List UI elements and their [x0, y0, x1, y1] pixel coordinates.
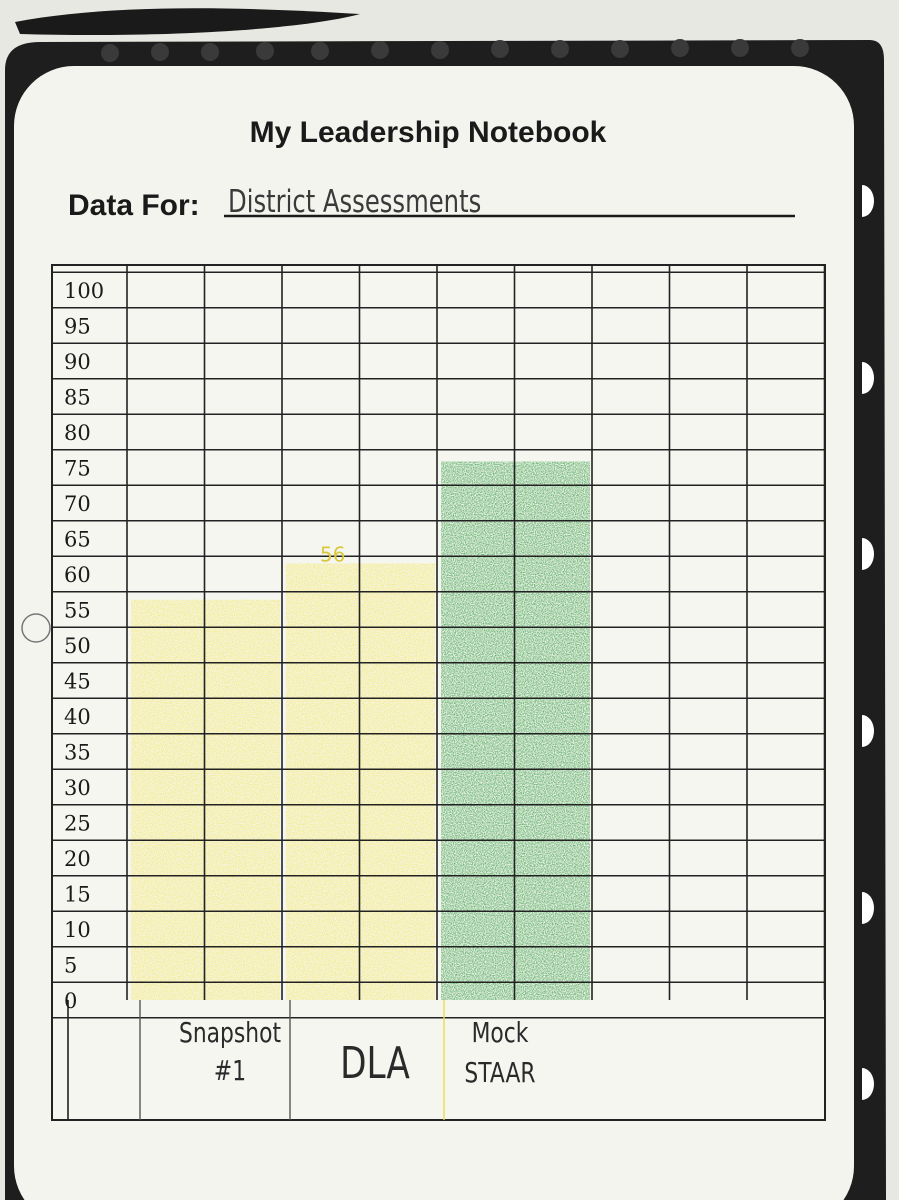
y-tick-label: 85: [64, 386, 91, 410]
bars-layer: [131, 461, 590, 1001]
page-title: My Leadership Notebook: [250, 116, 607, 149]
y-tick-label: 100: [64, 279, 104, 303]
x-tick-label: Snapshot #1: [179, 1016, 281, 1086]
y-tick-label: 80: [64, 421, 91, 445]
y-tick-label: 35: [64, 741, 91, 765]
y-tick-label: 25: [64, 812, 91, 836]
data-for-label: Data For:: [68, 189, 200, 222]
y-tick-label: 55: [64, 599, 91, 623]
x-tick-label: DLA: [340, 1038, 410, 1089]
bar-mock-staar: [441, 461, 590, 1001]
punch-hole: [21, 613, 51, 643]
y-tick-label: 90: [64, 350, 91, 374]
annotations: 56: [320, 542, 345, 566]
y-tick-label: 30: [64, 776, 91, 800]
y-tick-label: 5: [64, 954, 77, 978]
y-tick-labels: 1009590858075706560555045403530252015105…: [64, 279, 104, 1013]
grid-lines: [52, 265, 826, 1120]
y-tick-label: 40: [64, 705, 91, 729]
bar-annotation: 56: [320, 542, 345, 566]
y-tick-label: 70: [64, 492, 91, 516]
data-for-value: District Assessments: [228, 183, 481, 220]
y-tick-label: 60: [64, 563, 91, 587]
y-tick-label: 10: [64, 918, 91, 942]
y-tick-label: 95: [64, 315, 91, 339]
binder-holes: [862, 185, 874, 1100]
y-tick-label: 20: [64, 847, 91, 871]
bar-snapshot-1: [131, 599, 280, 1000]
y-tick-label: 15: [64, 883, 91, 907]
bar-dla: [286, 563, 435, 1000]
y-tick-label: 75: [64, 457, 91, 481]
x-tick-label: Mock STAAR: [464, 1016, 535, 1088]
y-tick-label: 65: [64, 528, 91, 552]
bar-chart: 1009590858075706560555045403530252015105…: [51, 264, 826, 1121]
redaction-scribble: [15, 8, 360, 36]
x-tick-labels: Snapshot #1 DLA Mock STAAR: [179, 1016, 536, 1089]
y-tick-label: 50: [64, 634, 91, 658]
y-tick-label: 45: [64, 670, 91, 694]
y-tick-label: 0: [64, 989, 77, 1013]
frame-dots: [101, 39, 809, 62]
